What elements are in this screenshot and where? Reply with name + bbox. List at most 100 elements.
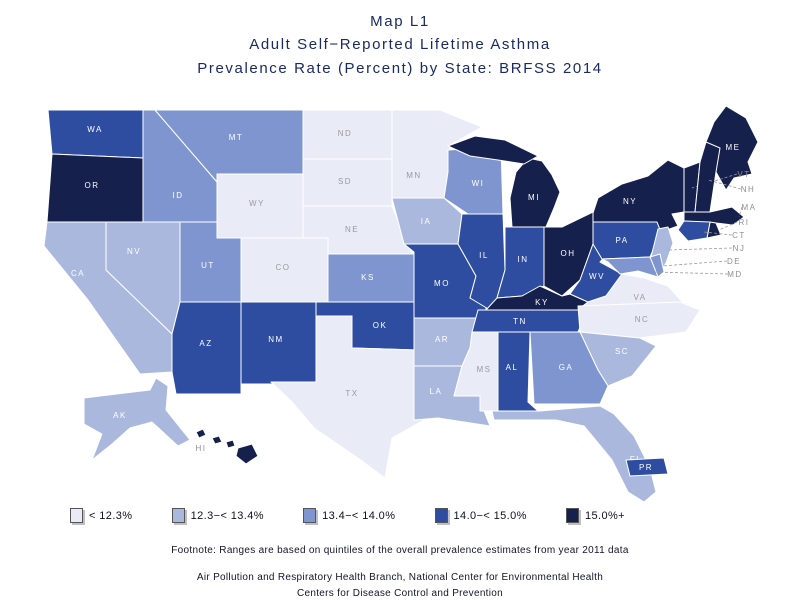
state-ME [705, 105, 759, 191]
state-label-KS: KS [361, 273, 375, 282]
state-label-NM: NM [268, 335, 283, 344]
legend-swatch [171, 508, 185, 523]
legend-label: < 12.3% [89, 509, 133, 522]
state-label-NY: NY [623, 197, 637, 206]
title-line-2: Adult Self−Reported Lifetime Asthma [249, 36, 551, 54]
callout-line-NJ [668, 247, 733, 251]
state-label-AZ: AZ [199, 339, 212, 348]
state-label-PR: PR [639, 463, 653, 472]
state-label-OH: OH [561, 249, 576, 258]
state-label-AL: AL [506, 363, 519, 372]
state-label-ND: ND [338, 129, 353, 138]
legend-label: 15.0%+ [584, 509, 625, 522]
state-label-AK: AK [113, 411, 127, 420]
state-label-IA: IA [421, 217, 432, 226]
callout-line-DE [661, 260, 728, 267]
state-label-TN: TN [513, 317, 527, 326]
state-MD [601, 256, 659, 278]
state-label-MT: MT [229, 133, 244, 142]
legend-swatch [434, 508, 448, 523]
state-label-PA: PA [615, 236, 628, 245]
state-label-MI: MI [528, 193, 540, 202]
map-svg: WA OR CA NV ID MT WY UT CO AZ NM ND SD NE KS OK TX MN IA MO… [43, 105, 759, 503]
state-label-WV: WV [589, 272, 605, 281]
state-label-DE: DE [727, 257, 741, 266]
credits-block: Air Pollution and Respiratory Health Bra… [0, 570, 800, 600]
title-line-1: Map L1 [370, 13, 430, 30]
state-label-IN: IN [518, 255, 529, 264]
state-label-CT: CT [732, 231, 746, 240]
state-AL [497, 331, 539, 412]
state-label-KY: KY [535, 298, 549, 307]
callout-line-RI [718, 221, 738, 231]
state-label-NE: NE [345, 225, 359, 234]
state-label-ID: ID [173, 191, 184, 200]
state-GA [529, 331, 609, 405]
callout-line-NH [707, 179, 742, 190]
state-CT [677, 220, 711, 242]
legend-item-class-5: 15.0%+ [565, 508, 625, 523]
state-label-MD: MD [727, 270, 742, 279]
state-NY [592, 159, 685, 233]
legend-item-class-3: 13.4−< 14.0% [303, 508, 395, 523]
state-label-LA: LA [430, 387, 443, 396]
state-MI [447, 135, 539, 165]
state-label-NJ: NJ [733, 244, 746, 253]
state-PR [625, 457, 669, 477]
legend-swatch [303, 508, 317, 523]
state-label-ME: ME [726, 143, 741, 152]
state-label-IL: IL [479, 251, 489, 260]
callout-line-MD [652, 271, 729, 275]
state-TN [471, 309, 587, 333]
state-label-RI: RI [739, 218, 750, 227]
state-label-GA: GA [559, 363, 574, 372]
state-label-VT: VT [737, 170, 750, 179]
state-label-OK: OK [373, 321, 388, 330]
state-AZ [171, 301, 242, 395]
state-label-CA: CA [71, 269, 85, 278]
title-block: Map L1 Adult Self−Reported Lifetime Asth… [0, 0, 800, 80]
legend-swatch [70, 508, 83, 523]
state-label-AR: AR [435, 335, 449, 344]
callout-line-MA [738, 206, 743, 218]
state-label-MO: MO [434, 279, 450, 288]
state-TX [270, 315, 425, 479]
credit-line-1: Air Pollution and Respiratory Health Bra… [196, 572, 604, 583]
state-MI [509, 157, 561, 228]
state-label-TX: TX [345, 389, 358, 398]
legend-swatch [565, 508, 579, 523]
legend-item-class-2: 12.3−< 13.4% [171, 508, 264, 523]
footnote: Footnote: Ranges are based on quintiles … [171, 545, 629, 556]
state-label-WY: WY [249, 199, 265, 208]
state-HI [235, 443, 259, 465]
us-choropleth-map: WA OR CA NV ID MT WY UT CO AZ NM ND SD NE KS OK TX MN IA MO… [0, 80, 800, 510]
state-label-NV: NV [127, 247, 141, 256]
state-label-NH: NH [741, 185, 756, 194]
legend-label: 12.3−< 13.4% [190, 509, 264, 522]
state-HI [211, 435, 223, 445]
state-label-NC: NC [635, 315, 650, 324]
state-label-UT: UT [201, 261, 215, 270]
state-label-MA: MA [742, 203, 757, 212]
state-AK [83, 377, 191, 461]
legend-item-class-1: < 12.3% [70, 508, 132, 523]
state-HI [195, 428, 207, 439]
state-label-WI: WI [472, 179, 485, 188]
title-line-3: Prevalence Rate (Percent) by State: BRFS… [197, 59, 603, 77]
legend-label: 13.4−< 14.0% [322, 509, 396, 522]
credit-line-2: Centers for Disease Control and Preventi… [296, 587, 504, 599]
state-NH [694, 141, 721, 213]
state-label-MS: MS [477, 365, 492, 374]
state-FL [491, 405, 657, 503]
callout-line-VT [691, 173, 738, 189]
legend-item-class-4: 14.0−< 15.0% [434, 508, 527, 523]
legend: < 12.3% 12.3−< 13.4% 13.4−< 14.0% 14.0−< 15… [70, 508, 625, 523]
state-label-MN: MN [406, 171, 421, 180]
legend-label: 14.0−< 15.0% [453, 509, 527, 522]
state-HI [225, 439, 236, 449]
state-label-VA: VA [633, 293, 646, 302]
state-label-SC: SC [615, 347, 629, 356]
state-label-HI: HI [196, 444, 207, 453]
state-label-WA: WA [87, 125, 103, 134]
